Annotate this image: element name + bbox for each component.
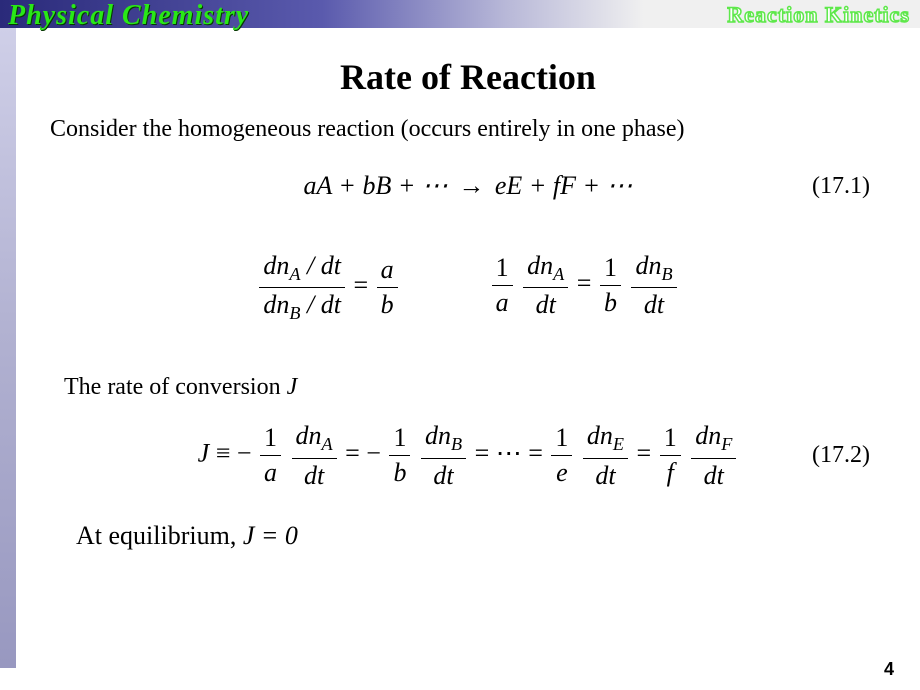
ratio-eq-left: dnA / dt dnB / dt = a b bbox=[257, 251, 399, 324]
eq1-body: aA + bB + ⋯ → eE + fF + ⋯ bbox=[303, 171, 632, 201]
page-title: Rate of Reaction bbox=[46, 56, 890, 98]
page-number: 4 bbox=[884, 659, 894, 680]
sidebar-gradient bbox=[0, 28, 16, 668]
header-bar: Physical Chemistry Reaction Kinetics bbox=[0, 0, 920, 28]
eq1-lhs: aA + bB + ⋯ bbox=[303, 171, 447, 200]
intro-text: Consider the homogeneous reaction (occur… bbox=[50, 116, 890, 143]
subhead-prefix: The rate of conversion bbox=[64, 374, 287, 400]
ratio-equations: dnA / dt dnB / dt = a b 1a dnAdt = 1b dn… bbox=[46, 251, 890, 324]
conversion-label: The rate of conversion J bbox=[64, 374, 890, 401]
eq1-number: (17.1) bbox=[812, 173, 870, 200]
slide-content: Rate of Reaction Consider the homogeneou… bbox=[16, 28, 920, 668]
eq2-body: J ≡ − 1a dnAdt = − 1b dnBdt = ⋯ = 1e dnE… bbox=[198, 421, 739, 490]
chapter-title: Reaction Kinetics bbox=[727, 2, 910, 28]
equation-17-1: aA + bB + ⋯ → eE + fF + ⋯ (17.1) bbox=[46, 171, 890, 201]
equilibrium-prefix: At equilibrium, bbox=[76, 521, 243, 550]
subhead-var: J bbox=[287, 374, 298, 400]
equilibrium-text: At equilibrium, J = 0 bbox=[76, 521, 890, 551]
arrow-icon: → bbox=[454, 171, 488, 200]
equation-17-2: J ≡ − 1a dnAdt = − 1b dnBdt = ⋯ = 1e dnE… bbox=[46, 421, 890, 490]
equilibrium-expr: J = 0 bbox=[243, 521, 298, 550]
eq2-number: (17.2) bbox=[812, 442, 870, 469]
ratio-eq-right: 1a dnAdt = 1b dnBdt bbox=[490, 251, 679, 324]
eq1-rhs: eE + fF + ⋯ bbox=[495, 171, 633, 200]
